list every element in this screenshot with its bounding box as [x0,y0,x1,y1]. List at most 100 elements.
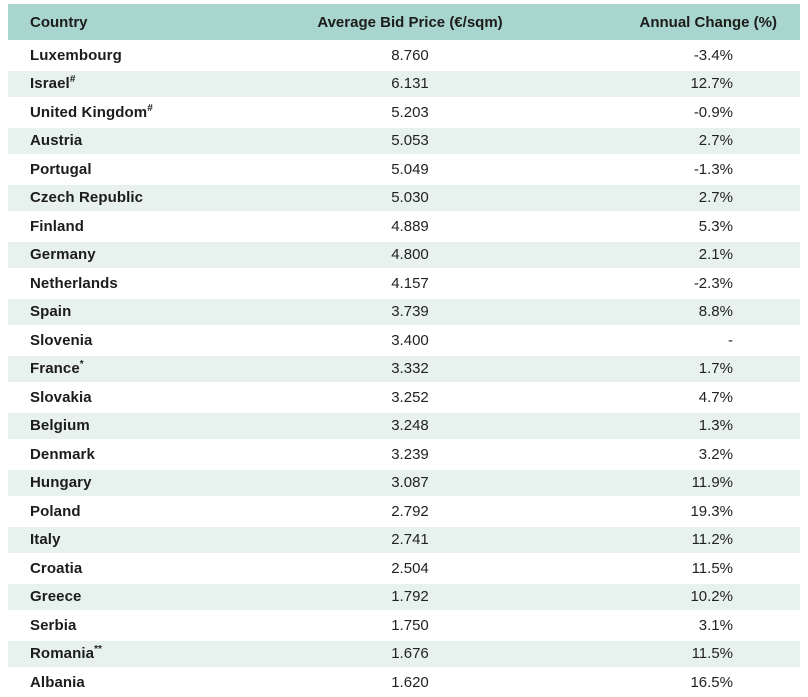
annual-change-cell: -0.9% [530,99,800,126]
country-cell: Netherlands [8,270,290,297]
country-cell: Hungary [8,469,290,496]
country-cell: Israel# [8,70,290,97]
table-row: Netherlands 4.157 -2.3% [8,270,800,297]
country-name: Finland [30,217,85,235]
table-row: Spain 3.739 8.8% [8,298,800,325]
table-row: Slovakia 3.252 4.7% [8,384,800,411]
country-name: Hungary [30,474,92,492]
annual-change-cell: 16.5% [530,669,800,696]
country-name: Serbia [30,616,77,634]
table-row: Luxembourg 8.760 -3.4% [8,42,800,69]
country-name: Germany [30,246,96,264]
country-name: Belgium [30,417,90,435]
country-name: Croatia [30,559,83,577]
country-name: Italy [30,531,61,549]
annual-change-cell: 11.5% [530,640,800,667]
country-name: Luxembourg [30,46,122,64]
annual-change-cell: 10.2% [530,583,800,610]
country-name: Albania [30,673,85,691]
country-cell: Italy [8,526,290,553]
average-bid-price-cell: 8.760 [290,42,530,69]
table-row: Albania 1.620 16.5% [8,669,800,696]
annual-change-cell: 19.3% [530,498,800,525]
average-bid-price-cell: 3.739 [290,298,530,325]
country-name: Portugal [30,160,92,178]
country-cell: Portugal [8,156,290,183]
average-bid-price-cell: 3.248 [290,412,530,439]
average-bid-price-cell: 4.800 [290,241,530,268]
annual-change-cell: 4.7% [530,384,800,411]
country-name: Greece [30,588,82,606]
country-name: United Kingdom [30,103,148,121]
country-footnote-marker: * [79,359,84,371]
country-cell: Germany [8,241,290,268]
average-bid-price-cell: 3.252 [290,384,530,411]
country-cell: Belgium [8,412,290,439]
annual-change-cell: 11.2% [530,526,800,553]
country-cell: Croatia [8,555,290,582]
country-footnote-marker: # [147,102,153,114]
average-bid-price-cell: 3.332 [290,355,530,382]
annual-change-cell: -1.3% [530,156,800,183]
table-row: Austria 5.053 2.7% [8,127,800,154]
country-name: Czech Republic [30,189,144,207]
country-name: Slovakia [30,388,92,406]
country-cell: Austria [8,127,290,154]
annual-change-cell: 5.3% [530,213,800,240]
table-row: Poland 2.792 19.3% [8,498,800,525]
average-bid-price-cell: 3.239 [290,441,530,468]
country-cell: Denmark [8,441,290,468]
country-cell: Romania** [8,640,290,667]
country-cell: Greece [8,583,290,610]
country-cell: France* [8,355,290,382]
country-name: Spain [30,303,72,321]
header-row: Country Average Bid Price (€/sqm) Annual… [8,4,800,40]
annual-change-cell: 1.3% [530,412,800,439]
average-bid-price-cell: 3.087 [290,469,530,496]
table-row: Czech Republic 5.030 2.7% [8,184,800,211]
average-bid-price-cell: 2.504 [290,555,530,582]
table-row: Italy 2.741 11.2% [8,526,800,553]
annual-change-cell: -3.4% [530,42,800,69]
country-name: Slovenia [30,331,93,349]
country-cell: United Kingdom# [8,99,290,126]
average-bid-price-cell: 2.741 [290,526,530,553]
table-row: Germany 4.800 2.1% [8,241,800,268]
country-footnote-marker: ** [94,644,103,656]
country-cell: Albania [8,669,290,696]
country-name: France [30,360,80,378]
country-cell: Slovenia [8,327,290,354]
table-row: Romania** 1.676 11.5% [8,640,800,667]
annual-change-cell: 8.8% [530,298,800,325]
table-row: Denmark 3.239 3.2% [8,441,800,468]
table-row: Serbia 1.750 3.1% [8,612,800,639]
column-header-annual-change: Annual Change (%) [530,4,800,40]
average-bid-price-cell: 1.620 [290,669,530,696]
country-cell: Serbia [8,612,290,639]
average-bid-price-cell: 6.131 [290,70,530,97]
table-row: Slovenia 3.400- [8,327,800,354]
annual-change-cell: 11.9% [530,469,800,496]
average-bid-price-cell: 4.157 [290,270,530,297]
country-cell: Slovakia [8,384,290,411]
table-row: Israel# 6.131 12.7% [8,70,800,97]
average-bid-price-cell: 3.400 [290,327,530,354]
table-row: Finland 4.889 5.3% [8,213,800,240]
average-bid-price-cell: 2.792 [290,498,530,525]
annual-change-cell: 1.7% [530,355,800,382]
table-row: Portugal 5.049 -1.3% [8,156,800,183]
annual-change-cell: 11.5% [530,555,800,582]
table-row: France* 3.332 1.7% [8,355,800,382]
average-bid-price-cell: 1.676 [290,640,530,667]
country-cell: Spain [8,298,290,325]
annual-change-cell: 2.1% [530,241,800,268]
country-name: Poland [30,502,81,520]
annual-change-cell: 2.7% [530,184,800,211]
country-name: Israel [30,75,70,93]
annual-change-cell: 2.7% [530,127,800,154]
country-footnote-marker: # [69,74,76,86]
country-name: Netherlands [30,274,118,292]
annual-change-cell: 3.2% [530,441,800,468]
table-row: Belgium 3.248 1.3% [8,412,800,439]
